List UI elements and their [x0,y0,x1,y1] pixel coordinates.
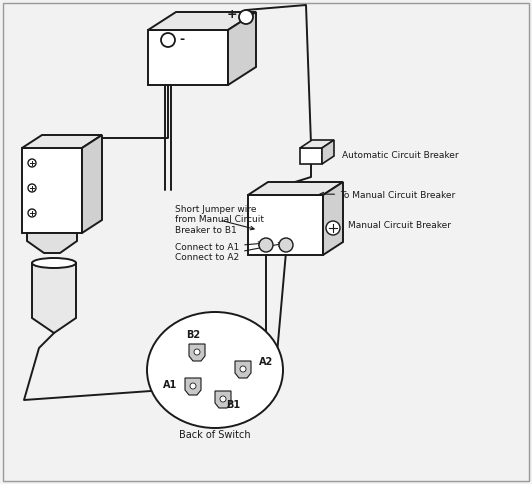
Text: Manual Circuit Breaker: Manual Circuit Breaker [348,221,451,229]
Polygon shape [189,344,205,361]
Polygon shape [148,12,256,30]
Ellipse shape [32,258,76,268]
Polygon shape [215,391,231,408]
Text: +: + [227,9,237,21]
Polygon shape [235,361,251,378]
Circle shape [28,209,36,217]
Polygon shape [300,140,334,148]
Polygon shape [148,30,228,85]
Text: To Manual Circuit Breaker: To Manual Circuit Breaker [320,191,455,199]
Text: B2: B2 [186,330,200,340]
Circle shape [161,33,175,47]
Text: B1: B1 [226,400,240,410]
Polygon shape [300,148,322,164]
Circle shape [28,159,36,167]
Polygon shape [82,135,102,233]
Text: -: - [179,33,185,46]
Text: Automatic Circuit Breaker: Automatic Circuit Breaker [342,151,459,161]
Circle shape [194,349,200,355]
Polygon shape [22,135,102,148]
Circle shape [326,221,340,235]
Polygon shape [27,233,77,253]
Circle shape [220,396,226,402]
Polygon shape [185,378,201,395]
Polygon shape [322,140,334,164]
Text: Connect to A2: Connect to A2 [175,242,282,262]
Polygon shape [323,182,343,255]
Circle shape [259,238,273,252]
Text: Connect to A1: Connect to A1 [175,242,262,253]
Circle shape [239,10,253,24]
Polygon shape [248,182,343,195]
Text: A2: A2 [259,357,273,367]
Circle shape [240,366,246,372]
Text: Short Jumper wire
from Manual Circuit
Breaker to B1: Short Jumper wire from Manual Circuit Br… [175,205,264,235]
Polygon shape [22,148,82,233]
Ellipse shape [147,312,283,428]
Text: A1: A1 [163,380,177,390]
Polygon shape [32,263,76,333]
Circle shape [190,383,196,389]
Polygon shape [248,195,323,255]
Circle shape [279,238,293,252]
Circle shape [28,184,36,192]
Polygon shape [228,12,256,85]
Text: Back of Switch: Back of Switch [179,430,251,440]
